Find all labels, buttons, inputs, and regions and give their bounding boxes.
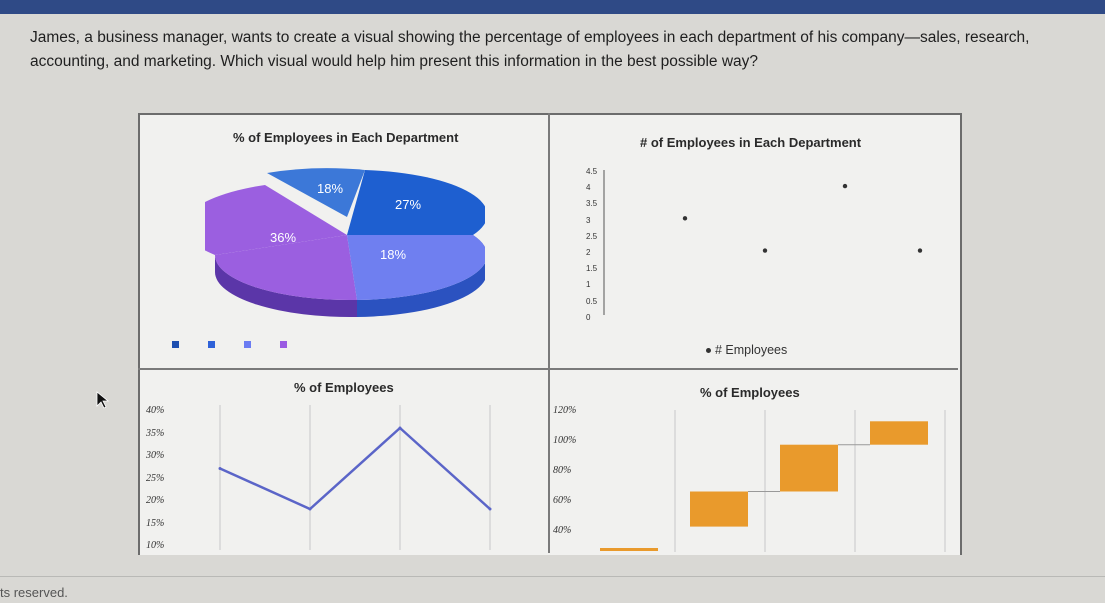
scatter-chart-title: # of Employees in Each Department [640, 135, 862, 150]
scatter-point [682, 216, 688, 221]
line-tick-label: 25% [146, 472, 165, 484]
legend-item-employees: # Employees [706, 343, 787, 357]
line-point [308, 507, 312, 511]
pie-side-research [357, 235, 485, 317]
waterfall-tick-label: 60% [553, 495, 572, 506]
waterfall-bar [690, 491, 748, 527]
line-tick-label: 30% [146, 450, 165, 461]
waterfall-bar [780, 444, 838, 492]
legend-item-research [244, 341, 256, 348]
line-chart[interactable] [170, 400, 540, 552]
scatter-tick-label: 1 [586, 280, 591, 290]
waterfall-tick-label: 40% [553, 525, 572, 536]
footer-divider [0, 576, 1105, 577]
line-chart-title: % of Employees [294, 380, 394, 395]
legend-label-employees: # Employees [715, 343, 788, 357]
scatter-point [842, 183, 848, 189]
pie-chart[interactable]: 18% 27% 18% 36% [205, 165, 485, 325]
line-tick-label: 15% [146, 517, 165, 529]
pie-label-research: 18% [380, 247, 406, 262]
scatter-chart[interactable] [560, 160, 950, 330]
line-point [488, 507, 492, 511]
pie-slice-accounting [205, 185, 347, 255]
waterfall-chart[interactable] [590, 400, 955, 552]
scatter-tick-label: 1.5 [586, 264, 598, 274]
legend-item-sales [172, 341, 184, 348]
line-tick-label: 20% [146, 495, 165, 506]
arrow-cursor-icon [96, 391, 110, 409]
line-point [218, 467, 222, 470]
scatter-point [762, 248, 768, 253]
figure-vertical-divider [548, 113, 550, 553]
waterfall-bar [870, 421, 928, 445]
figure-horizontal-divider [138, 368, 958, 370]
pie-slice-accounting-lower [214, 235, 357, 301]
top-bar [0, 0, 1105, 14]
waterfall-bar [600, 548, 658, 551]
line-series [219, 426, 491, 511]
pie-side-accounting [214, 255, 357, 318]
scatter-tick-label: 3 [586, 215, 591, 225]
line-tick-label: 40% [146, 405, 165, 416]
scatter-point [917, 248, 923, 253]
pie-slice-sales [267, 168, 365, 217]
waterfall-tick-label: 120% [553, 405, 577, 416]
scatter-tick-label: 2 [586, 248, 591, 257]
question-text: James, a business manager, wants to crea… [30, 29, 1030, 70]
footer-text: ts reserved. [0, 585, 68, 600]
line-tick-label: 10% [146, 540, 165, 551]
scatter-tick-label: 2.5 [586, 231, 598, 241]
pie-chart-title: % of Employees in Each Department [233, 130, 459, 145]
scatter-legend: # Employees [706, 343, 787, 357]
waterfall-chart-title: % of Employees [700, 385, 800, 400]
legend-item-marketing [208, 341, 220, 348]
scatter-tick-label: 3.5 [586, 199, 598, 209]
pie-label-marketing: 27% [395, 197, 421, 212]
waterfall-tick-label: 80% [553, 465, 572, 476]
legend-item-accounting [280, 341, 292, 348]
scatter-tick-label: 4 [586, 183, 591, 193]
scatter-tick-label: 4.5 [586, 167, 598, 176]
pie-slice-research [347, 235, 485, 300]
line-tick-label: 35% [146, 427, 165, 439]
pie-label-sales: 18% [317, 181, 343, 196]
scatter-tick-label: 0 [586, 312, 591, 322]
line-point [398, 426, 402, 430]
pie-legend [172, 341, 292, 348]
scatter-tick-label: 0.5 [586, 296, 598, 306]
waterfall-tick-label: 100% [553, 435, 577, 446]
pie-slice-marketing [347, 170, 485, 235]
pie-label-accounting: 36% [270, 230, 296, 245]
